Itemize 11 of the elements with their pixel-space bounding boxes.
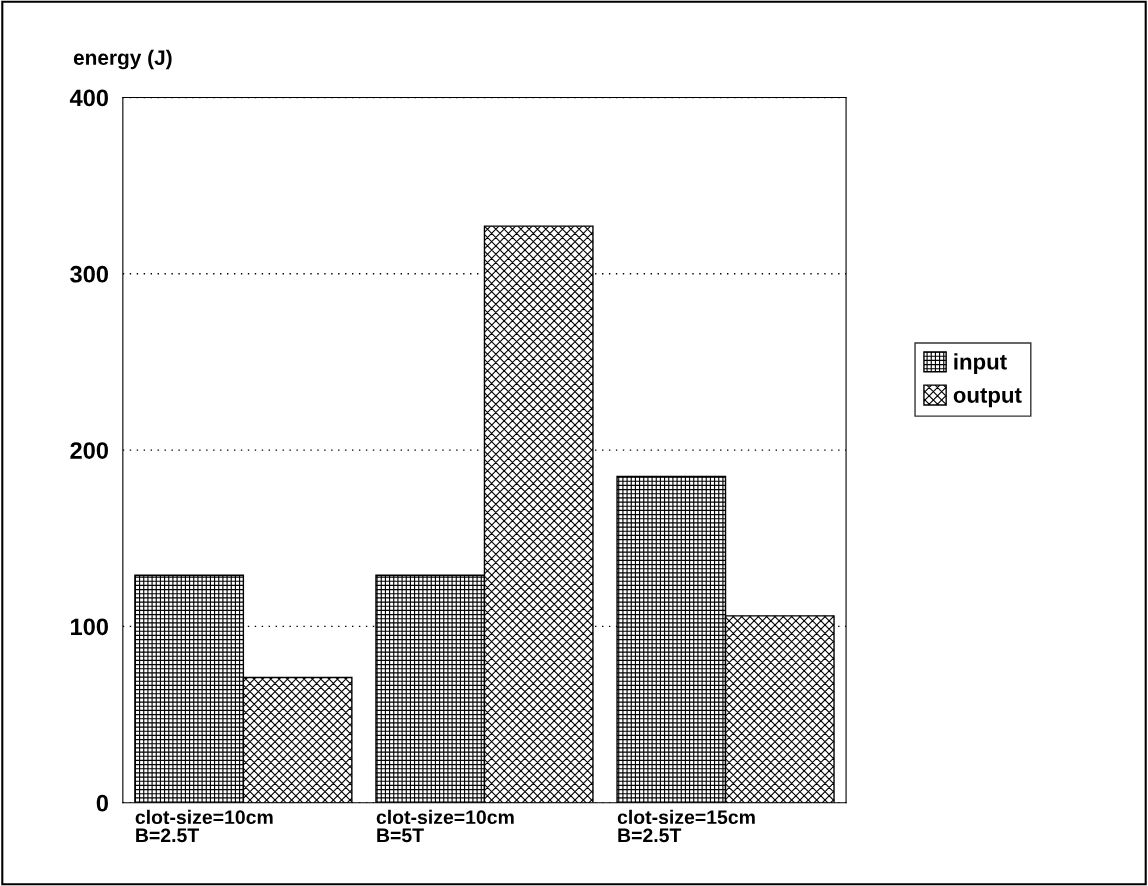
y-tick-label: 300 xyxy=(70,265,108,283)
x-tick-label: clot-size=10cm B=2.5T xyxy=(135,809,273,843)
y-tick-label: 0 xyxy=(96,794,108,812)
legend-label: input xyxy=(954,353,1007,375)
y-tick-label: 100 xyxy=(71,618,108,636)
y-tick-label: 400 xyxy=(69,89,108,107)
x-tick-label: clot-size=10cm B=5T xyxy=(376,809,514,843)
y-axis-title: energy (J) xyxy=(73,49,172,70)
x-tick-label: clot-size=15cm B=2.5T xyxy=(617,809,755,843)
y-tick-label: 200 xyxy=(70,442,108,459)
legend-label: output xyxy=(953,388,1022,408)
